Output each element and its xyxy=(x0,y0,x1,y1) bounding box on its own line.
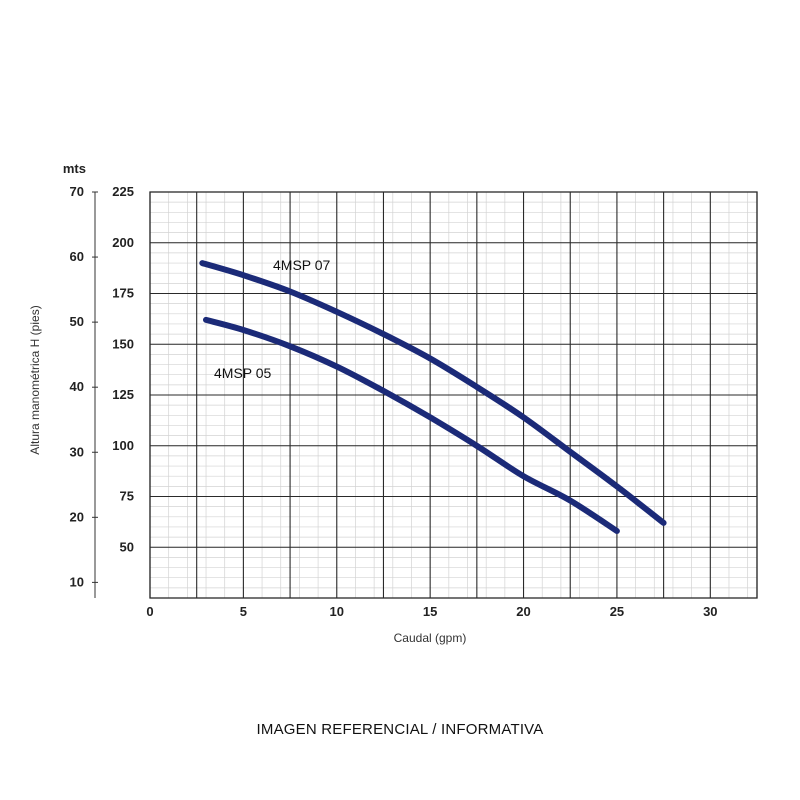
plot-frame xyxy=(149,191,758,599)
y2-tick-label: 30 xyxy=(70,444,84,459)
series-labels: 4MSP 07 4MSP 05 xyxy=(214,257,331,381)
axes xyxy=(92,191,758,599)
y2-tick-label: 60 xyxy=(70,249,84,264)
y-tick-label: 200 xyxy=(112,235,134,250)
series-line-4msp-07 xyxy=(199,260,667,526)
y-tick-label: 175 xyxy=(112,286,134,301)
footer-caption: IMAGEN REFERENCIAL / INFORMATIVA xyxy=(256,721,544,738)
y2-tick-label: 40 xyxy=(70,379,84,394)
y-tick-label: 125 xyxy=(112,387,134,402)
x-tick-label: 20 xyxy=(516,604,530,619)
y-tick-label: 150 xyxy=(112,336,134,351)
y2-tick-label: 10 xyxy=(70,574,84,589)
series-line-4msp-05 xyxy=(203,316,620,534)
y-tick-label: 50 xyxy=(120,539,134,554)
x-tick-label: 5 xyxy=(240,604,247,619)
y2-unit-label: mts xyxy=(63,161,86,176)
tick-labels: 0 5 10 15 20 25 30 50 75 100 125 150 175 200 225 10 20 30… xyxy=(70,184,718,619)
x-tick-label: 10 xyxy=(330,604,344,619)
series-label-4msp-07: 4MSP 07 xyxy=(273,257,331,273)
y2-tick-label: 50 xyxy=(70,314,84,329)
x-axis-title: Caudal (gpm) xyxy=(394,631,467,645)
x-tick-label: 25 xyxy=(610,604,624,619)
x-tick-label: 0 xyxy=(146,604,153,619)
series-lines xyxy=(199,260,667,534)
x-tick-label: 15 xyxy=(423,604,437,619)
x-tick-label: 30 xyxy=(703,604,717,619)
y-tick-label: 75 xyxy=(120,489,134,504)
y-tick-label: 225 xyxy=(112,184,134,199)
y2-tick-label: 20 xyxy=(70,509,84,524)
y-axis-title: Altura manométrica H (pies) xyxy=(28,305,42,454)
series-label-4msp-05: 4MSP 05 xyxy=(214,365,272,381)
y-tick-label: 100 xyxy=(112,438,134,453)
y2-tick-label: 70 xyxy=(70,184,84,199)
